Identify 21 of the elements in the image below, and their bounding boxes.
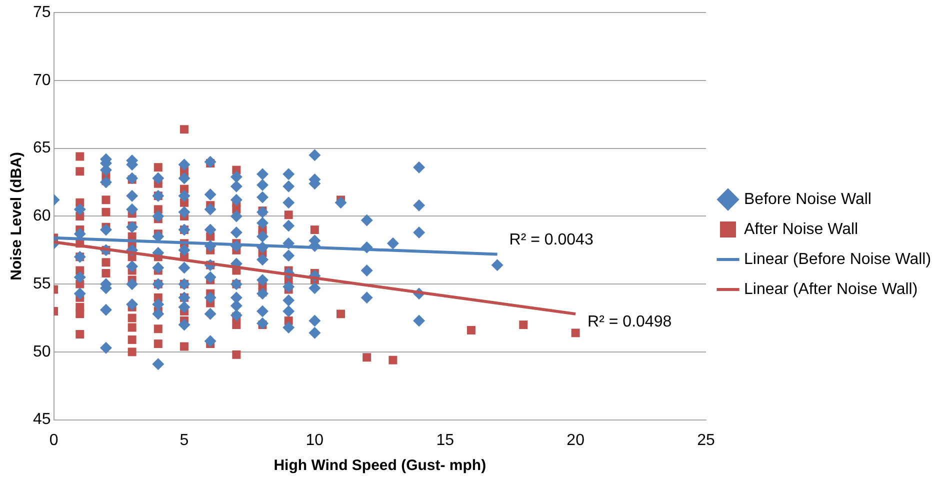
x-tick-label: 15 [436, 432, 454, 449]
annotation: R² = 0.0498 [588, 313, 672, 330]
x-tick-label: 10 [306, 432, 324, 449]
y-tick-label: 75 [33, 4, 51, 22]
y-axis-title: Noise Level (dBA) [8, 152, 26, 280]
x-tick-label: 5 [180, 432, 189, 449]
y-tick-label: 65 [33, 140, 51, 157]
x-tick-label: 25 [697, 432, 715, 449]
y-tick-label: 45 [33, 411, 51, 428]
legend-label: Before Noise Wall [744, 190, 872, 208]
legend-label: After Noise Wall [744, 220, 858, 238]
x-axis-title: High Wind Speed (Gust- mph) [274, 457, 486, 474]
y-tick-label: 60 [33, 208, 51, 225]
legend-label: Linear (After Noise Wall) [744, 280, 918, 298]
y-tick-label: 55 [33, 275, 51, 292]
y-tick-label: 70 [33, 72, 51, 89]
y-tick-label: 50 [33, 343, 51, 360]
annotation: R² = 0.0043 [509, 232, 594, 249]
legend-label: Linear (Before Noise Wall) [744, 250, 932, 268]
x-tick-label: 0 [49, 432, 58, 449]
x-tick-label: 20 [566, 432, 585, 449]
